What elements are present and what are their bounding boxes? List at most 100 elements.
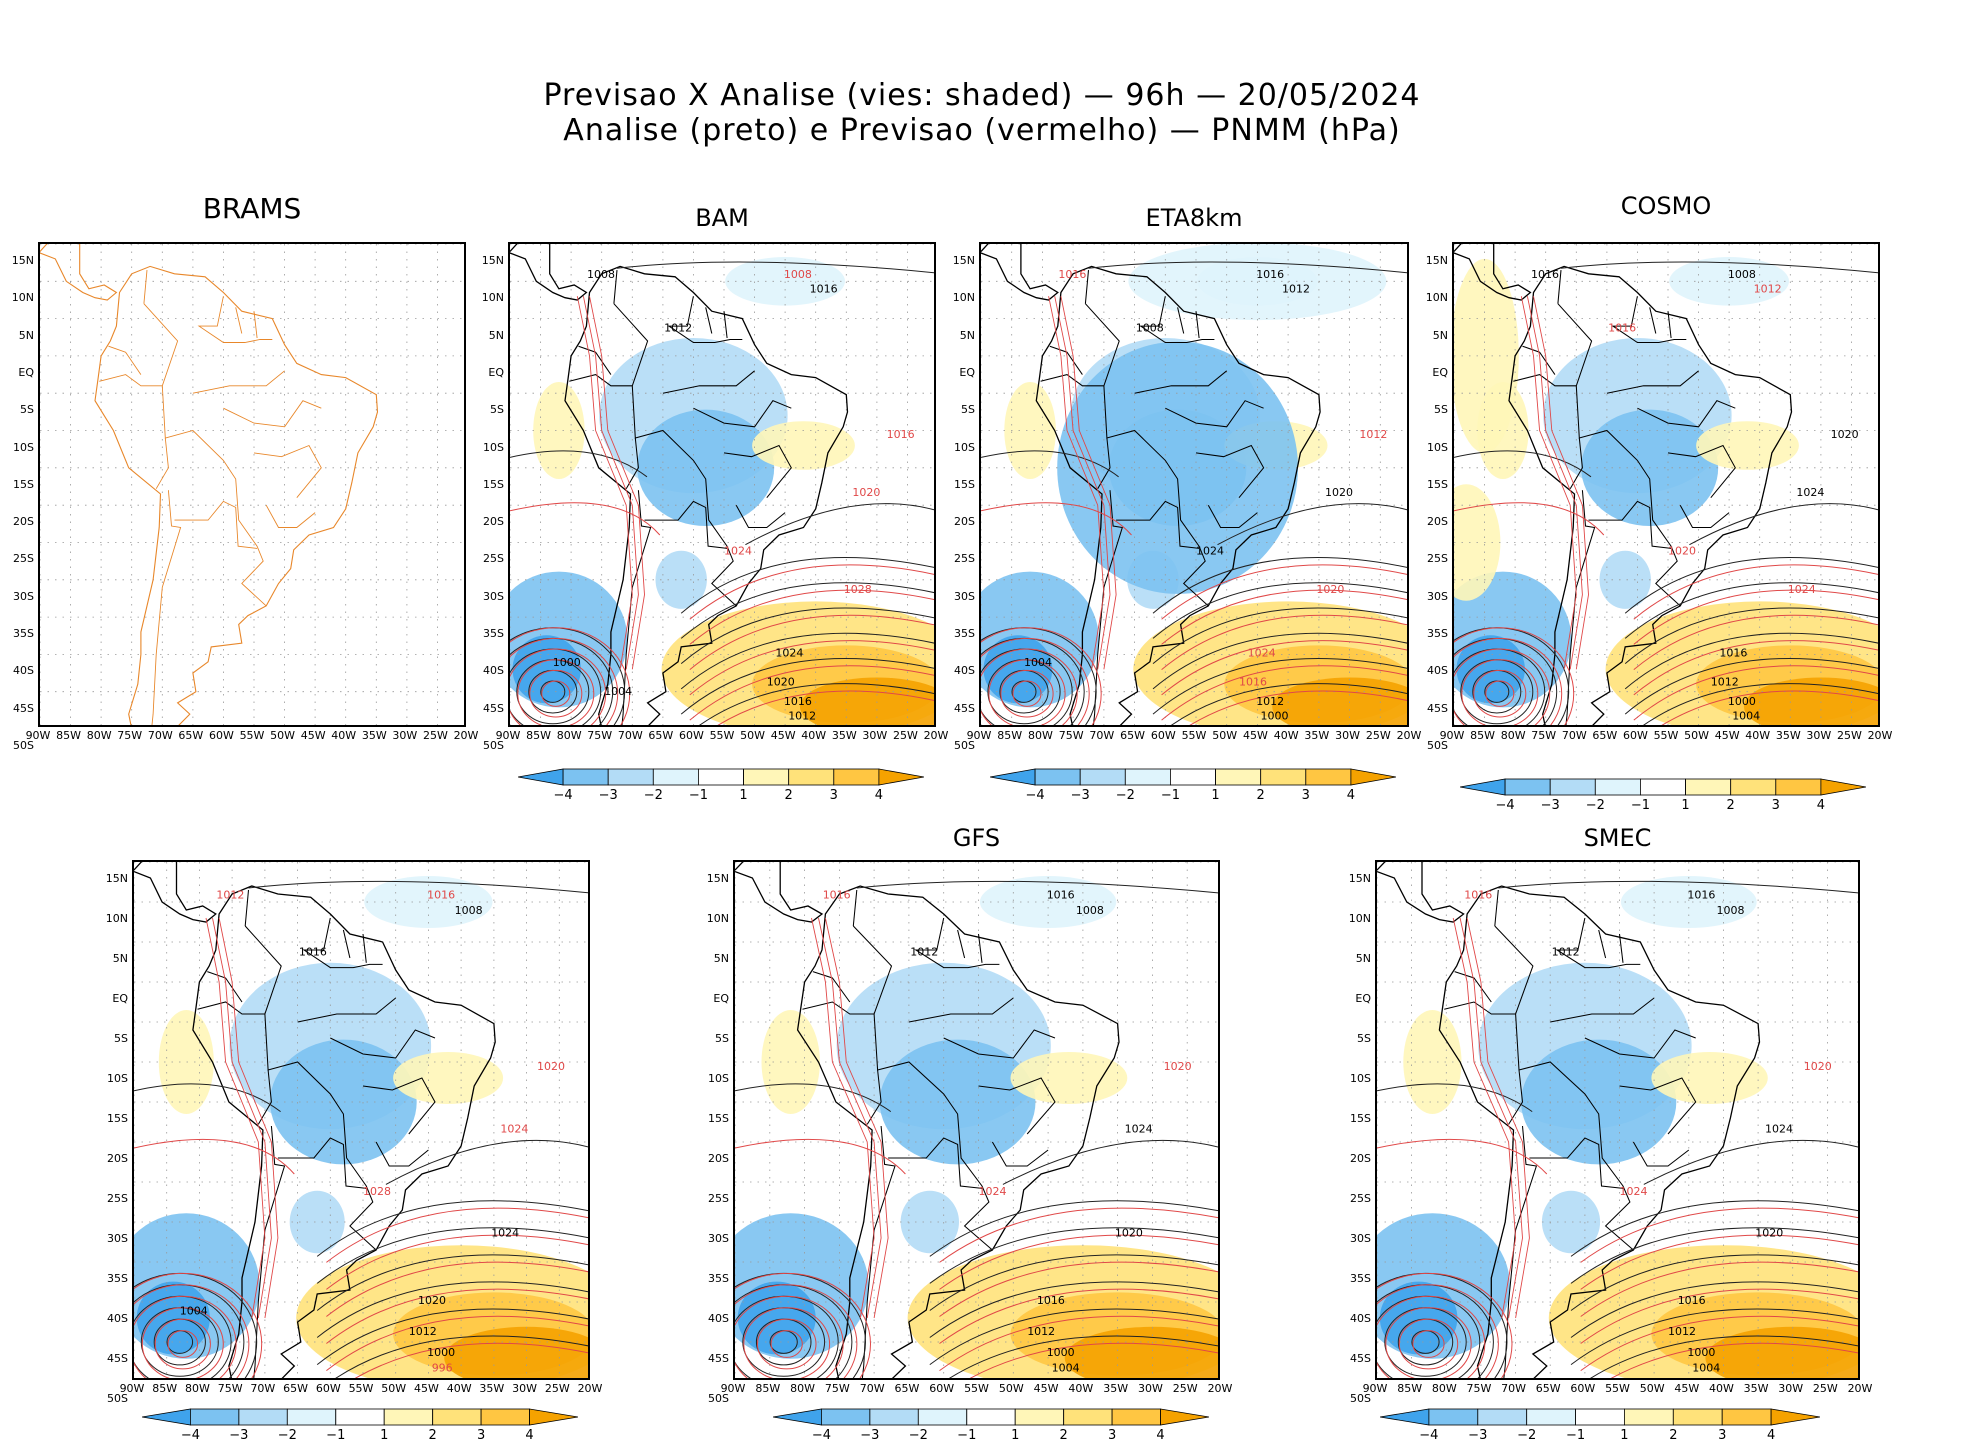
- isobar-label: 1008: [784, 268, 812, 281]
- lat-tick-label: 5S: [114, 1032, 128, 1045]
- colorbar-swatch: [335, 1408, 385, 1426]
- colorbar-swatch: [652, 768, 699, 786]
- isobar-analysis: [1454, 450, 1592, 478]
- country-border: [723, 311, 728, 339]
- isobar-analysis: [616, 261, 934, 274]
- lat-tick-label: 25S: [13, 552, 34, 566]
- isobar-label: 1008: [1717, 904, 1745, 917]
- lon-tick-label: 50W: [998, 1382, 1024, 1395]
- lon-tick-label: 30W: [1778, 1382, 1804, 1395]
- lon-tick-label: 50W: [1212, 729, 1238, 742]
- lon-tick-label: 45W: [1674, 1382, 1700, 1395]
- isobar-forecast: [717, 690, 934, 725]
- country-border: [693, 400, 792, 428]
- lon-tick-label: 40W: [1273, 729, 1299, 742]
- isobar-label: 1020: [852, 486, 880, 499]
- colorbar-label: −3: [1070, 788, 1090, 803]
- country-border: [253, 444, 322, 498]
- isobar-analysis: [1689, 503, 1878, 546]
- country-border: [1611, 296, 1687, 344]
- colorbar-label: 2: [784, 788, 793, 803]
- country-border: [223, 400, 322, 428]
- isobar-label: 1020: [1755, 1226, 1783, 1239]
- isobar-analysis: [1624, 607, 1878, 664]
- isobar-forecast-low: [510, 648, 607, 725]
- colorbar-swatch: [821, 1408, 871, 1426]
- isobar-forecast-low: [1385, 1307, 1472, 1378]
- isobar-label: 1016: [784, 695, 812, 708]
- country-border: [621, 490, 652, 725]
- isobar-forecast: [1661, 690, 1878, 725]
- country-border: [1508, 1069, 1524, 1125]
- lat-tick-label: 5N: [1432, 328, 1448, 342]
- isobar-forecast-low: [988, 659, 1066, 725]
- colorbar-arrow-min: [990, 768, 1036, 786]
- isobar-forecast-andes: [218, 917, 279, 1319]
- isobar-label: 1016: [427, 888, 455, 901]
- lon-tick-label: 40W: [1708, 1382, 1734, 1395]
- colorbar-swatch: [788, 768, 835, 786]
- lon-tick-label: 20W: [1847, 1382, 1873, 1395]
- country-border: [1584, 1029, 1696, 1059]
- lat-tick-label: 5S: [490, 403, 504, 417]
- bias-shade-7: [1696, 421, 1799, 470]
- country-border: [99, 374, 163, 387]
- lon-tick-label: 20W: [453, 729, 479, 742]
- isobar-forecast-andes: [1054, 296, 1111, 670]
- country-border: [1195, 311, 1200, 339]
- lon-tick-label: 85W: [1470, 729, 1495, 742]
- country-border: [1084, 270, 1090, 304]
- lon-tick-label: 25W: [422, 729, 448, 742]
- lon-tick-label: 30W: [1335, 729, 1360, 742]
- lat-tick-label: 15N: [11, 254, 34, 267]
- isobar-forecast: [1633, 640, 1878, 696]
- coastline-south-america: [1035, 265, 1321, 725]
- map-canvas: 1012 101610081016102010241028102410201012…: [134, 862, 588, 1378]
- map-canvas: [40, 244, 464, 725]
- colorbar-label: 2: [1256, 788, 1265, 803]
- isobar-forecast-low: [981, 637, 1090, 725]
- colorbar: [142, 1408, 578, 1426]
- lat-tick-label: 15S: [708, 1112, 729, 1125]
- colorbar-swatch: [1685, 778, 1732, 796]
- isobar-label: 1012: [1359, 428, 1387, 441]
- lon-tick-label: 40W: [446, 1382, 472, 1395]
- isobar-analysis: [1624, 657, 1878, 715]
- isobar-analysis: [1152, 657, 1407, 715]
- lon-tick-label: 80W: [556, 729, 582, 742]
- isobar-label: 1008: [1728, 268, 1756, 281]
- lat-tick-label: 15S: [1427, 477, 1448, 491]
- country-border: [1049, 345, 1083, 375]
- isobar-analysis: [981, 450, 1119, 478]
- lat-tick-label: 45S: [107, 1352, 128, 1365]
- colorbar-label: −3: [598, 788, 618, 803]
- isobar-forecast-low: [981, 648, 1078, 725]
- lat-tick-label: EQ: [713, 992, 729, 1005]
- isobar-forecast-low: [141, 1307, 224, 1378]
- lon-tick-label: 25W: [544, 1382, 570, 1395]
- country-border: [613, 270, 618, 304]
- colorbar-arrow-min: [1380, 1408, 1430, 1426]
- isobar-forecast-low: [735, 1272, 871, 1378]
- lon-tick-label: 55W: [709, 729, 735, 742]
- isobar-forecast: [1633, 614, 1878, 670]
- country-border: [1207, 504, 1258, 529]
- isobar-forecast-andes: [1520, 296, 1577, 670]
- isobar-label: 1024: [1125, 1122, 1153, 1135]
- isobar-forecast: [1454, 502, 1605, 536]
- isobar-analysis: [1088, 261, 1407, 274]
- lat-tick-label: 15S: [483, 477, 504, 491]
- lat-tick-label: 20S: [1350, 1152, 1371, 1165]
- isobar-analysis: [929, 1254, 1218, 1311]
- colorbar-swatch: [869, 1408, 919, 1426]
- lon-tick-label: 85W: [755, 1382, 781, 1395]
- bias-shade-6: [1272, 677, 1407, 725]
- bias-shade-6: [1743, 677, 1878, 725]
- panel-title-smec: SMEC: [1583, 824, 1652, 852]
- lat-tick-label: 10N: [952, 291, 975, 305]
- country-border: [1588, 500, 1672, 549]
- isobar-label: 1000: [427, 1346, 455, 1359]
- lat-tick-label: 45S: [1427, 701, 1448, 715]
- colorbar-label: 1: [1211, 788, 1220, 803]
- isobar-analysis: [1624, 557, 1878, 614]
